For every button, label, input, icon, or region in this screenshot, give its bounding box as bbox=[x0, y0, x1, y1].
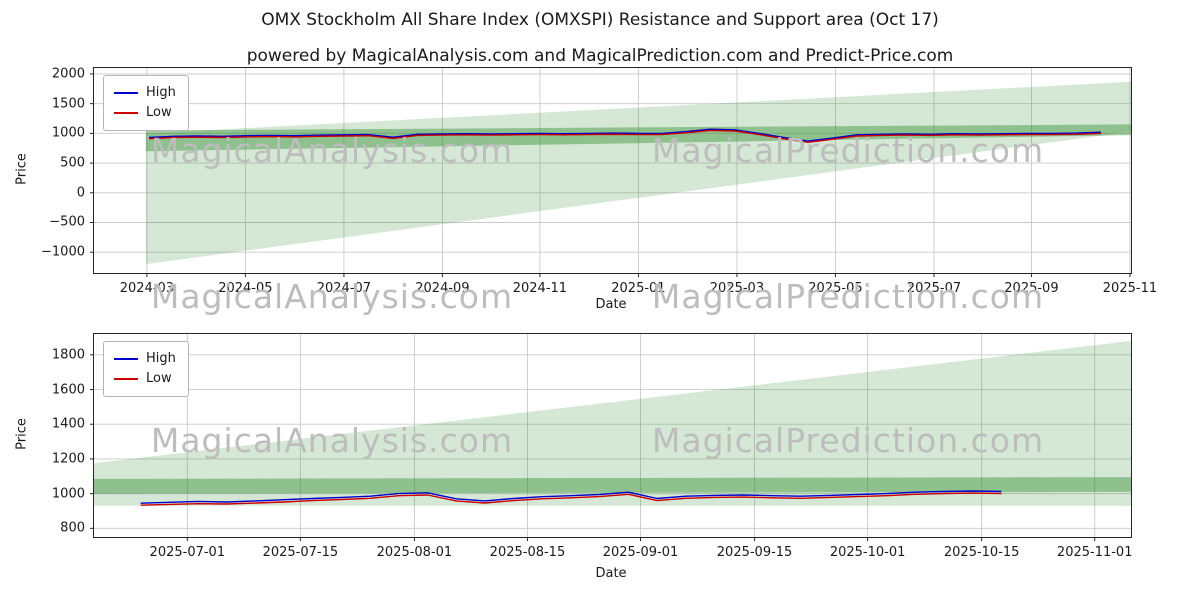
high-line bbox=[148, 128, 1101, 142]
x-axis-label-bottom: Date bbox=[595, 566, 627, 581]
legend-entry-low: Low bbox=[114, 369, 176, 389]
y-tick-label: 2000 bbox=[51, 66, 85, 82]
inner-band-area bbox=[145, 124, 1131, 152]
y-tick-label: 0 bbox=[76, 185, 85, 201]
x-tick-label: 2025-11 bbox=[1102, 281, 1158, 296]
y-tick-label: 1000 bbox=[51, 125, 85, 141]
legend-label-high: High bbox=[146, 351, 176, 366]
x-tick-label: 2025-09-01 bbox=[602, 545, 679, 560]
legend-label-low: Low bbox=[146, 105, 172, 120]
high-line-swatch bbox=[114, 92, 138, 94]
x-tick-label: 2025-07-01 bbox=[149, 545, 226, 560]
low-line-swatch bbox=[114, 112, 138, 114]
x-tick-label: 2024-11 bbox=[512, 281, 568, 296]
x-tick-label: 2025-08-15 bbox=[489, 545, 566, 560]
low-line bbox=[140, 492, 1002, 506]
legend-entry-high: High bbox=[114, 83, 176, 103]
high-line-swatch bbox=[114, 358, 138, 360]
low-line bbox=[148, 129, 1101, 144]
y-axis-label-bottom: Price bbox=[14, 418, 30, 450]
y-axis-label-top: Price bbox=[14, 153, 30, 185]
top-chart: High Low −1000 −500 0 500 1000 1500 2000 2024-0… bbox=[41, 66, 1157, 296]
x-tick-label: 2025-09 bbox=[1004, 281, 1059, 296]
legend-entry-high: High bbox=[114, 349, 176, 369]
bottom-chart: High Low 800 1000 1200 1400 1600 1800 2025-07-… bbox=[52, 333, 1132, 560]
legend-label-low: Low bbox=[146, 371, 172, 386]
x-tick-label: 2025-11-01 bbox=[1056, 545, 1133, 560]
x-tick-label: 2025-08-01 bbox=[376, 545, 453, 560]
legend-top: High Low bbox=[103, 75, 189, 131]
support-resistance-wedge-area bbox=[94, 340, 1131, 506]
y-tick-label: −500 bbox=[49, 214, 85, 230]
y-tick-label: 1400 bbox=[51, 416, 85, 432]
y-tick-label: 1500 bbox=[51, 96, 85, 112]
x-tick-label: 2025-10-01 bbox=[829, 545, 906, 560]
x-tick-label: 2024-07 bbox=[316, 281, 372, 296]
y-tick-label: −1000 bbox=[41, 244, 85, 260]
inner-band-area bbox=[94, 477, 1131, 494]
x-tick-label: 2024-05 bbox=[218, 281, 273, 296]
x-tick-label: 2025-07 bbox=[906, 281, 962, 296]
chart-canvas bbox=[90, 68, 1131, 277]
y-tick-label: 800 bbox=[60, 520, 85, 536]
y-tick-label: 1600 bbox=[51, 382, 85, 398]
chart-title: OMX Stockholm All Share Index (OMXSPI) R… bbox=[261, 10, 939, 30]
x-tick-label: 2025-10-15 bbox=[943, 545, 1020, 560]
y-tick-label: 1000 bbox=[51, 486, 85, 502]
x-tick-label: 2025-05 bbox=[808, 281, 863, 296]
x-tick-label: 2024-09 bbox=[415, 281, 470, 296]
chart-canvas bbox=[90, 334, 1131, 541]
low-line-swatch bbox=[114, 378, 138, 380]
high-line bbox=[140, 490, 1002, 504]
support-resistance-wedge-area bbox=[145, 81, 1131, 265]
legend-label-high: High bbox=[146, 85, 176, 100]
x-tick-label: 2025-01 bbox=[611, 281, 666, 296]
x-tick-label: 2025-03 bbox=[709, 281, 765, 296]
legend-bottom: High Low bbox=[103, 341, 189, 397]
x-axis-label-top: Date bbox=[595, 297, 627, 312]
y-tick-label: 1800 bbox=[51, 347, 85, 363]
legend-entry-low: Low bbox=[114, 103, 176, 123]
chart-subtitle: powered by MagicalAnalysis.com and Magic… bbox=[246, 46, 954, 66]
y-tick-label: 1200 bbox=[51, 451, 85, 467]
x-tick-label: 2025-07-15 bbox=[262, 545, 339, 560]
x-tick-label: 2024-03 bbox=[119, 281, 175, 296]
y-tick-label: 500 bbox=[60, 155, 85, 171]
x-tick-label: 2025-09-15 bbox=[716, 545, 793, 560]
